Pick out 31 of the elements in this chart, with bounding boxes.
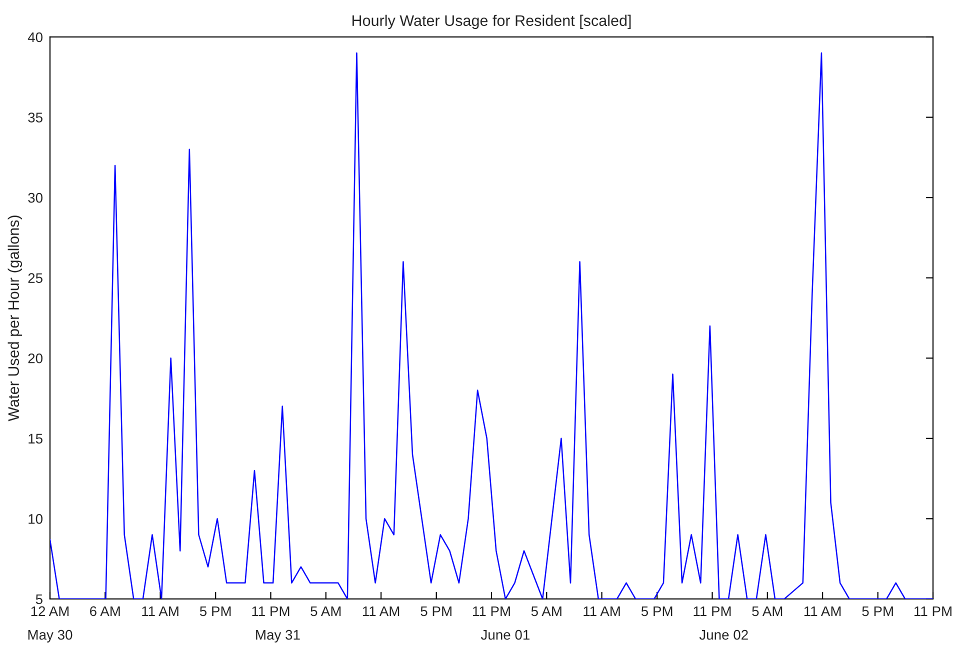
x-tick-label: 11 PM xyxy=(252,606,290,616)
y-tick-label: 20 xyxy=(28,353,43,364)
y-tick-label: 15 xyxy=(28,434,42,444)
y-tick-label: 30 xyxy=(28,192,43,203)
x-tick-label: 5 AM xyxy=(531,606,562,616)
x-tick-label: 11 AM xyxy=(584,606,620,616)
y-tick-label: 25 xyxy=(28,273,42,284)
x-tick-label: 11 PM xyxy=(694,606,731,616)
x2-tick-label: May 30 xyxy=(28,630,72,642)
y-tick-label: 5 xyxy=(36,594,42,604)
x2-tick-label: May 31 xyxy=(256,630,300,642)
x-tick-label: 11 AM xyxy=(142,606,178,616)
x-tick-label: 11 PM xyxy=(473,606,510,616)
chart-title: Hourly Water Usage for Resident [scaled] xyxy=(352,14,631,30)
x-tick-label: 5 AM xyxy=(310,606,341,616)
y-axis-title: Water Used per Hour (gallons) xyxy=(8,216,22,422)
x-tick-label: 6 AM xyxy=(90,606,120,616)
x2-tick-label: June 02 xyxy=(699,630,748,640)
x-tick-label: 11 PM xyxy=(914,606,952,616)
x-tick-label: 5 PM xyxy=(200,606,231,616)
x-tick-label: 5 PM xyxy=(862,606,893,616)
y-tick-label: 35 xyxy=(28,112,42,122)
x-tick-label: 5 PM xyxy=(420,606,452,616)
x-tick-label: 11 AM xyxy=(804,606,841,616)
y-tick-label: 10 xyxy=(28,514,43,524)
x2-tick-label: June 01 xyxy=(480,630,530,640)
y-tick-label: 40 xyxy=(28,32,43,42)
x-tick-label: 5 PM xyxy=(641,606,672,616)
x-tick-label: 5 AM xyxy=(752,606,782,616)
x-tick-label: 11 AM xyxy=(362,606,400,616)
x-tick-label: 12 AM xyxy=(31,606,69,616)
